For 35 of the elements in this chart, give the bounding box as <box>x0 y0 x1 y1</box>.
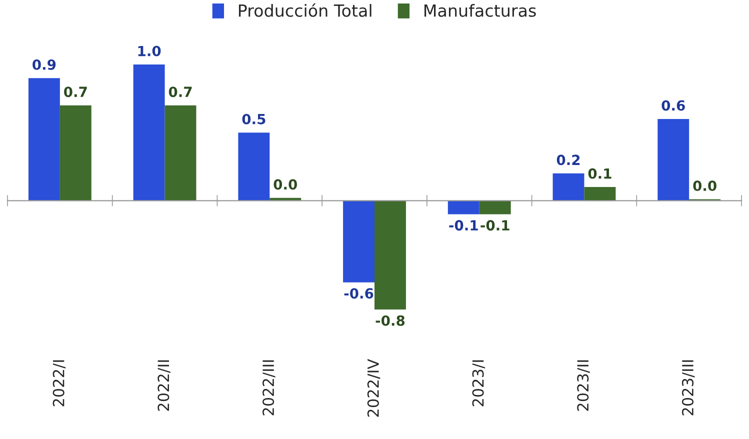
data-label: 0.1 <box>588 168 612 179</box>
x-tick-label: 2023/III <box>682 360 695 416</box>
x-tick-label: 2022/IV <box>367 358 380 417</box>
data-label: 1.0 <box>138 46 161 56</box>
x-tick-label: 2023/I <box>472 360 485 406</box>
data-label: 0.5 <box>242 114 266 124</box>
data-label: -0.8 <box>376 315 405 326</box>
data-label: 0.9 <box>32 59 56 70</box>
data-label: 0.7 <box>168 86 192 98</box>
bar <box>552 173 584 201</box>
legend-label: Producción Total <box>238 3 372 17</box>
bar <box>238 132 270 201</box>
data-label: 0.0 <box>274 179 298 190</box>
bar <box>658 118 690 201</box>
x-tick-label: 2022/I <box>52 360 66 406</box>
data-label: 0.0 <box>693 180 716 192</box>
data-label: -0.1 <box>449 220 478 231</box>
x-tick-label: 2022/III <box>262 360 276 416</box>
data-label: -0.1 <box>480 220 510 231</box>
data-label: 0.6 <box>662 100 685 111</box>
data-label: 0.2 <box>556 154 580 166</box>
bar <box>448 200 480 214</box>
bar <box>60 105 92 201</box>
bar <box>479 200 511 214</box>
legend-label: Manufacturas <box>424 4 536 17</box>
bar <box>133 64 165 201</box>
x-tick-label: 2022/II <box>158 360 170 411</box>
bar <box>28 78 60 201</box>
bar <box>374 200 406 310</box>
data-label: -0.6 <box>344 288 374 299</box>
x-tick-label: 2023/II <box>577 360 590 411</box>
bar <box>164 105 196 201</box>
bar <box>584 187 616 201</box>
bar <box>343 200 374 282</box>
data-label: 0.7 <box>64 86 87 98</box>
